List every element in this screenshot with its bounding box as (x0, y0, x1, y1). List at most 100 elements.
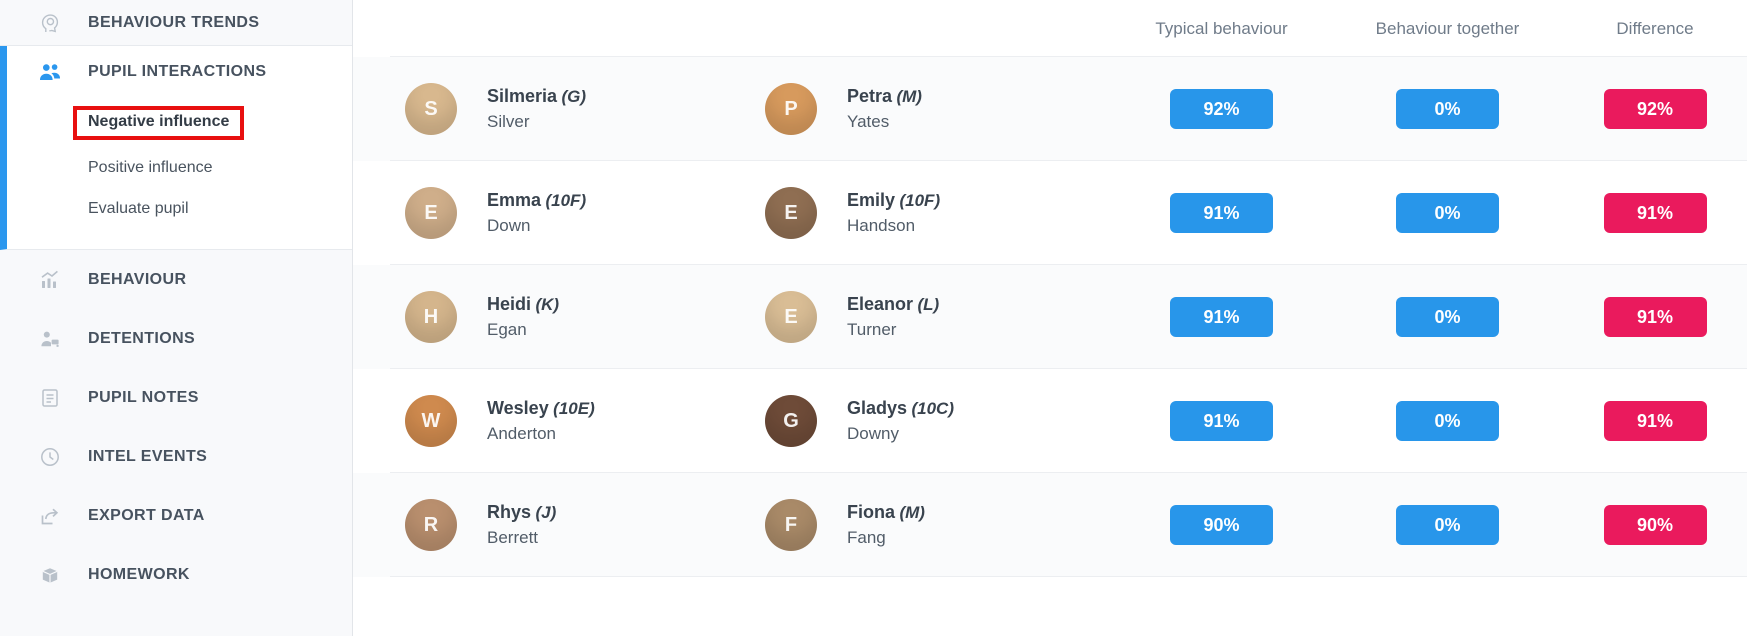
pupil-last-name: Turner (847, 320, 897, 339)
pupil-name: Heidi (K) Egan (487, 291, 559, 342)
column-header-difference: Difference (1616, 18, 1694, 38)
column-header-behaviour-together: Behaviour together (1375, 18, 1520, 38)
typical-behaviour-cell: 90% (1118, 505, 1325, 545)
pupil-1-cell[interactable]: H Heidi (K) Egan (390, 291, 750, 343)
pupil-class-code: (10F) (899, 191, 941, 211)
head-profile-icon (38, 11, 62, 35)
behaviour-together-cell: 0% (1325, 401, 1570, 441)
pupil-2-cell[interactable]: P Petra (M) Yates (750, 83, 1118, 135)
sidebar-item-detentions[interactable]: DETENTIONS (0, 309, 352, 368)
difference-cell: 91% (1570, 401, 1740, 441)
table-row: R Rhys (J) Berrett F Fiona (M) Fang 90% … (353, 473, 1747, 577)
table-row: H Heidi (K) Egan E Eleanor (L) Turner 91… (353, 265, 1747, 369)
pupil-last-name: Downy (847, 424, 899, 443)
behaviour-together-cell: 0% (1325, 89, 1570, 129)
sidebar-subitem-negative-influence[interactable]: Negative influence (7, 98, 352, 147)
behaviour-together-badge: 0% (1396, 297, 1499, 337)
pupil-last-name: Anderton (487, 424, 556, 443)
pupil-first-name: Gladys (847, 398, 908, 419)
pupil-first-name: Heidi (487, 294, 532, 315)
pupil-last-name: Down (487, 216, 531, 235)
pupil-name: Fiona (M) Fang (847, 499, 925, 550)
pupil-class-code: (K) (535, 295, 560, 315)
pupil-last-name: Handson (847, 216, 916, 235)
table-row: S Silmeria (G) Silver P Petra (M) Yates … (353, 57, 1747, 161)
export-icon (38, 504, 62, 528)
pupil-class-code: (J) (535, 503, 557, 523)
pupil-first-name: Petra (847, 86, 893, 107)
table-row: W Wesley (10E) Anderton G Gladys (10C) D… (353, 369, 1747, 473)
typical-behaviour-cell: 91% (1118, 401, 1325, 441)
typical-behaviour-badge: 91% (1170, 401, 1273, 441)
bar-chart-icon (38, 268, 62, 292)
pupil-avatar[interactable]: E (765, 291, 817, 343)
pupil-avatar[interactable]: F (765, 499, 817, 551)
sidebar-item-label: EXPORT DATA (88, 506, 205, 524)
pupil-class-code: (G) (561, 87, 587, 107)
sidebar-subitem-positive-influence[interactable]: Positive influence (7, 147, 352, 188)
pupil-avatar[interactable]: S (405, 83, 457, 135)
behaviour-together-badge: 0% (1396, 193, 1499, 233)
sidebar-item-homework[interactable]: HOMEWORK (0, 545, 352, 604)
pupil-class-code: (10F) (545, 191, 587, 211)
sidebar-item-label: PUPIL NOTES (88, 388, 199, 406)
main-panel: Typical behaviour Behaviour together Dif… (353, 0, 1747, 636)
difference-badge: 91% (1603, 193, 1707, 233)
sidebar-item-export-data[interactable]: EXPORT DATA (0, 486, 352, 545)
table-row: E Emma (10F) Down E Emily (10F) Handson … (353, 161, 1747, 265)
subitem-label: Positive influence (88, 158, 213, 176)
pupil-1-cell[interactable]: E Emma (10F) Down (390, 187, 750, 239)
pupil-avatar[interactable]: W (405, 395, 457, 447)
sidebar-item-pupil-notes[interactable]: PUPIL NOTES (0, 368, 352, 427)
pupil-2-cell[interactable]: G Gladys (10C) Downy (750, 395, 1118, 447)
behaviour-together-badge: 0% (1396, 401, 1499, 441)
sidebar-item-label: BEHAVIOUR (88, 270, 187, 288)
pupil-first-name: Wesley (487, 398, 549, 419)
sidebar-nav: BEHAVIOUR TRENDS PUPIL INTERACTIONS Negati… (0, 0, 352, 604)
pupil-first-name: Eleanor (847, 294, 914, 315)
pupil-name: Petra (M) Yates (847, 83, 922, 134)
column-header-typical-behaviour: Typical behaviour (1155, 18, 1288, 38)
behaviour-together-cell: 0% (1325, 297, 1570, 337)
pupil-avatar[interactable]: H (405, 291, 457, 343)
pupil-pairs-table: S Silmeria (G) Silver P Petra (M) Yates … (353, 57, 1747, 577)
sidebar-item-behaviour-trends[interactable]: BEHAVIOUR TRENDS (0, 0, 352, 46)
pupil-2-cell[interactable]: E Emily (10F) Handson (750, 187, 1118, 239)
pupil-avatar[interactable]: P (765, 83, 817, 135)
sidebar-item-pupil-interactions[interactable]: PUPIL INTERACTIONS (7, 46, 352, 98)
pupil-1-cell[interactable]: R Rhys (J) Berrett (390, 499, 750, 551)
bag-icon (38, 563, 62, 587)
difference-cell: 91% (1570, 297, 1740, 337)
behaviour-together-cell: 0% (1325, 505, 1570, 545)
pupil-avatar[interactable]: G (765, 395, 817, 447)
pupil-1-cell[interactable]: S Silmeria (G) Silver (390, 83, 750, 135)
pupil-name: Gladys (10C) Downy (847, 395, 954, 446)
sidebar-item-intel-events[interactable]: INTEL EVENTS (0, 427, 352, 486)
pupil-last-name: Fang (847, 528, 886, 547)
pupil-avatar[interactable]: R (405, 499, 457, 551)
pupil-first-name: Silmeria (487, 86, 558, 107)
sidebar-item-behaviour[interactable]: BEHAVIOUR (0, 250, 352, 309)
sidebar-item-label: BEHAVIOUR TRENDS (88, 13, 260, 31)
behaviour-together-badge: 0% (1396, 505, 1499, 545)
pupil-avatar[interactable]: E (765, 187, 817, 239)
pupil-first-name: Emma (487, 190, 542, 211)
pupil-2-cell[interactable]: F Fiona (M) Fang (750, 499, 1118, 551)
pupil-class-code: (10C) (911, 399, 954, 419)
difference-badge: 90% (1603, 505, 1707, 545)
pupil-name: Emma (10F) Down (487, 187, 586, 238)
pupil-avatar[interactable]: E (405, 187, 457, 239)
pupil-name: Eleanor (L) Turner (847, 291, 939, 342)
typical-behaviour-badge: 91% (1170, 297, 1273, 337)
sidebar: BEHAVIOUR TRENDS PUPIL INTERACTIONS Negati… (0, 0, 353, 636)
pupil-class-code: (M) (899, 503, 925, 523)
sidebar-subitem-evaluate-pupil[interactable]: Evaluate pupil (7, 188, 352, 229)
pupil-1-cell[interactable]: W Wesley (10E) Anderton (390, 395, 750, 447)
pupil-name: Emily (10F) Handson (847, 187, 940, 238)
table-header: Typical behaviour Behaviour together Dif… (353, 0, 1747, 57)
difference-badge: 91% (1603, 297, 1707, 337)
pupil-2-cell[interactable]: E Eleanor (L) Turner (750, 291, 1118, 343)
document-icon (38, 386, 62, 410)
subitem-label: Evaluate pupil (88, 199, 189, 217)
